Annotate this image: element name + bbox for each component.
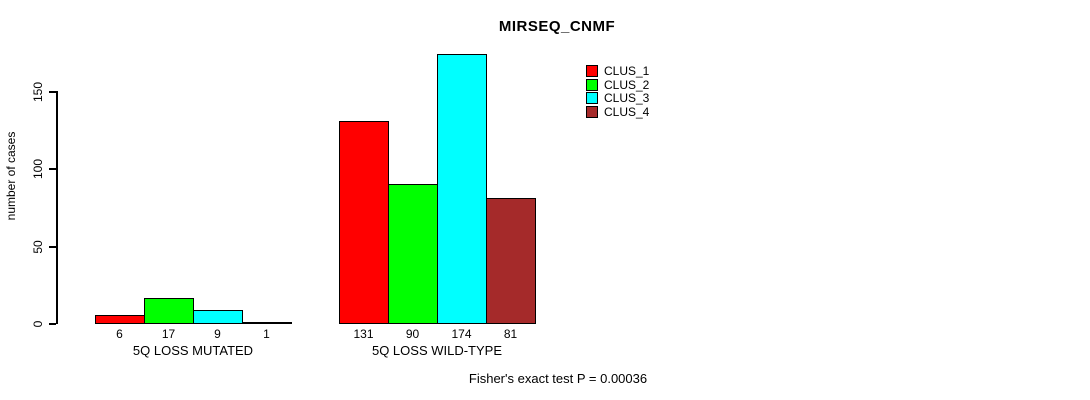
- y-tick-label: 50: [31, 239, 45, 254]
- legend-swatch: [586, 65, 598, 77]
- y-tick-label: 100: [31, 158, 45, 180]
- y-tick-mark: [49, 168, 56, 170]
- y-tick-mark: [49, 90, 56, 93]
- bar-value-label: 9: [214, 327, 221, 341]
- y-tick-mark: [49, 245, 56, 248]
- legend-swatch: [586, 78, 598, 91]
- legend-swatch: [586, 92, 598, 104]
- bar-value-label: 1: [263, 327, 270, 341]
- bar-clus_3-1: [193, 310, 243, 324]
- bar-value-label: 17: [161, 327, 176, 341]
- bar-value-label: 90: [405, 327, 420, 341]
- chart-title: MIRSEQ_CNMF: [498, 18, 616, 35]
- bar-value-label: 174: [451, 327, 472, 341]
- bar-clus_4-1: [242, 322, 292, 324]
- y-tick-label: 150: [31, 81, 45, 102]
- legend-label: CLUS_1: [604, 64, 650, 78]
- fisher-test-annotation: Fisher's exact test P = 0.00036: [468, 371, 648, 386]
- category-label: 5Q LOSS WILD-TYPE: [371, 343, 503, 358]
- bar-clus_2-1: [144, 298, 194, 324]
- bar-clus_2-2: [388, 184, 438, 324]
- y-tick-label: 0: [31, 320, 45, 328]
- legend-label: CLUS_2: [604, 77, 650, 92]
- bar-clus_1-2: [339, 121, 389, 324]
- category-label: 5Q LOSS MUTATED: [132, 343, 254, 358]
- legend-swatch: [586, 105, 598, 118]
- bar-clus_1-1: [95, 315, 145, 324]
- bar-clus_3-2: [437, 54, 487, 324]
- legend-label: CLUS_4: [604, 104, 650, 119]
- bar-value-label: 81: [503, 327, 518, 341]
- y-axis-line: [56, 91, 58, 324]
- y-axis-label: number of cases: [4, 131, 18, 221]
- bar-clus_4-2: [486, 198, 536, 324]
- bar-value-label: 6: [116, 327, 123, 341]
- legend-label: CLUS_3: [604, 91, 650, 105]
- bar-value-label: 131: [353, 327, 374, 341]
- y-tick-mark: [49, 323, 56, 325]
